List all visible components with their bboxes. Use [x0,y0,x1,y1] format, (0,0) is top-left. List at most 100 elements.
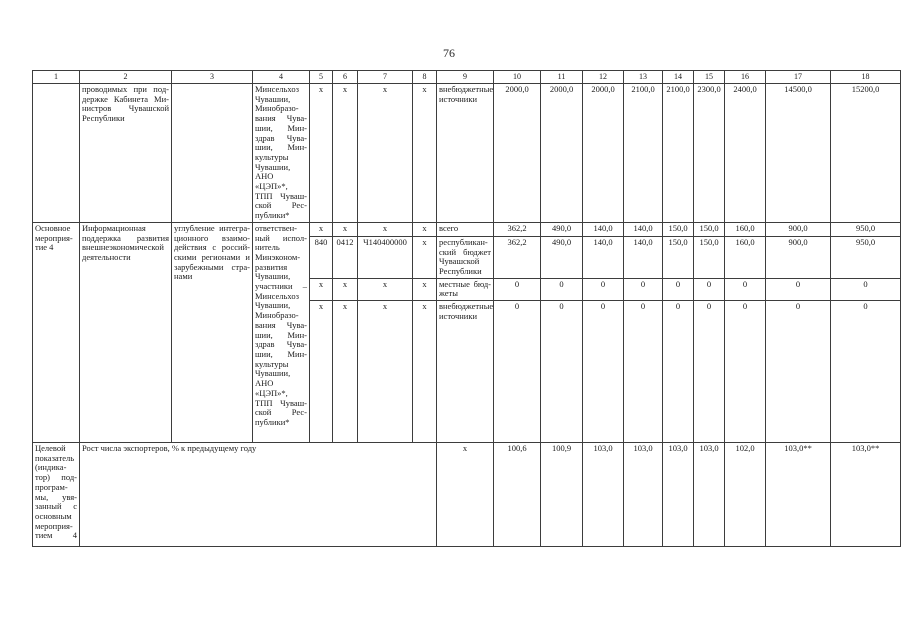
cell-mark: х [332,277,358,302]
cell-value: 140,0 [582,235,624,279]
cell-mark: х [357,300,413,444]
cell-mark: х [309,300,333,444]
column-header: 18 [830,70,901,84]
cell-value: 0 [830,277,901,302]
column-header: 2 [79,70,172,84]
column-header: 9 [436,70,494,84]
cell-value: 140,0 [623,235,663,279]
cell-value: 2400,0 [724,83,766,223]
cell-value: 0 [582,277,624,302]
column-header: 8 [412,70,437,84]
cell-value: 900,0 [765,235,831,279]
cell-value: 0 [724,300,766,444]
cell-mark: х [309,277,333,302]
cell-value: 0 [765,300,831,444]
cell-value: 362,2 [493,235,541,279]
cell-event-goal: углубление интегра- ционного взаимо- дей… [171,221,253,444]
column-header: 1 [32,70,80,84]
main-event-4-row-republic-budget: 840 0412 Ч140400000 х республикан- ский … [33,235,901,279]
cell-value: 160,0 [724,221,766,237]
column-header: 7 [357,70,413,84]
column-header: 16 [724,70,766,84]
column-header: 5 [309,70,333,84]
column-header: 10 [493,70,541,84]
cell-value: 490,0 [540,235,583,279]
cell-mark: х [332,83,358,223]
cell-funding-source: местные бюд- жеты [436,277,494,302]
cell-value: 950,0 [830,235,901,279]
cell-value: 0 [693,277,725,302]
cell-value: 150,0 [662,221,694,237]
cell-value: 102,0 [724,442,766,548]
cell-mark: х [357,277,413,302]
cell-mark: х [412,221,437,237]
cell-value: 0 [540,277,583,302]
cell-value: 14500,0 [765,83,831,223]
cell-value: 0 [724,277,766,302]
cell-value: 150,0 [693,235,725,279]
column-header: 11 [540,70,583,84]
cell-funding-source: республикан- ский бюджет Чувашской Респу… [436,235,494,279]
cell-mark: х [332,221,358,237]
cell-value: 0 [662,277,694,302]
cell-value: 0 [540,300,583,444]
cell-value: 2000,0 [540,83,583,223]
cell-value: 0 [493,277,541,302]
cell-funding-source: всего [436,221,494,237]
cell-value: 100,9 [540,442,583,548]
cell-value: 0 [830,300,901,444]
column-header: 14 [662,70,694,84]
cell-value: 103,0** [765,442,831,548]
target-indicator-row: Целевой показатель (индика- тор) под- пр… [32,442,901,548]
cell-value: 2300,0 [693,83,725,223]
cell-target-article-code: Ч140400000 [357,235,413,279]
cell-mark: х [412,300,437,444]
column-header: 17 [765,70,831,84]
cell-funding-source: внебюджетные источники [436,300,494,444]
cell-value: 103,0 [623,442,663,548]
cell-indicator-text: Рост числа экспортеров, % к предыдущему … [79,442,437,548]
cell-value: 100,6 [493,442,541,548]
cell-mark: х [412,235,437,279]
cell-value: 362,2 [493,221,541,237]
cell-mark: х [309,221,333,237]
cell-value: 15200,0 [830,83,901,223]
cell-mark: х [332,300,358,444]
main-event-4-row-local-budgets: х х х х местные бюд- жеты 0 0 0 0 0 0 0 … [33,277,901,302]
main-event-4-row-extrabudgetary: х х х х внебюджетные источники 0 0 0 0 0… [33,300,901,444]
cell-value: 0 [765,277,831,302]
column-header: 15 [693,70,725,84]
cell-section-code: 0412 [332,235,358,279]
cell-value: 490,0 [540,221,583,237]
cell-value: 2100,0 [662,83,694,223]
page-number: 76 [443,46,455,60]
cell-value: 160,0 [724,235,766,279]
cell-event-name: Основное мероприя- тие 4 [32,221,80,444]
cell-value: 103,0 [582,442,624,548]
cell-value: 0 [623,277,663,302]
cell-value: 150,0 [693,221,725,237]
cell-mark: х [436,442,494,548]
main-event-4-row-total: Основное мероприя- тие 4 Информационная … [32,221,901,444]
cell-value: 0 [582,300,624,444]
cell-grbs-code: 840 [309,235,333,279]
cell-value: 103,0 [662,442,694,548]
cell-empty [32,83,80,223]
column-header: 4 [252,70,310,84]
cell-indicator-name: Целевой показатель (индика- тор) под- пр… [32,442,80,548]
cell-value: 0 [623,300,663,444]
column-header: 12 [582,70,624,84]
cell-value: 950,0 [830,221,901,237]
cell-mark: х [357,221,413,237]
column-header: 6 [332,70,358,84]
cell-value: 0 [493,300,541,444]
column-number-row: 1 2 3 4 5 6 7 8 9 10 11 12 13 14 15 16 1… [32,70,901,84]
cell-value: 140,0 [623,221,663,237]
cell-value: 150,0 [662,235,694,279]
cell-value: 900,0 [765,221,831,237]
cell-funding-source: внебюджетные источники [436,83,494,223]
cell-event-executors: ответствен- ный испол- нитель Минэконом-… [252,221,310,444]
cell-value: 2100,0 [623,83,663,223]
cell-mark: х [412,83,437,223]
